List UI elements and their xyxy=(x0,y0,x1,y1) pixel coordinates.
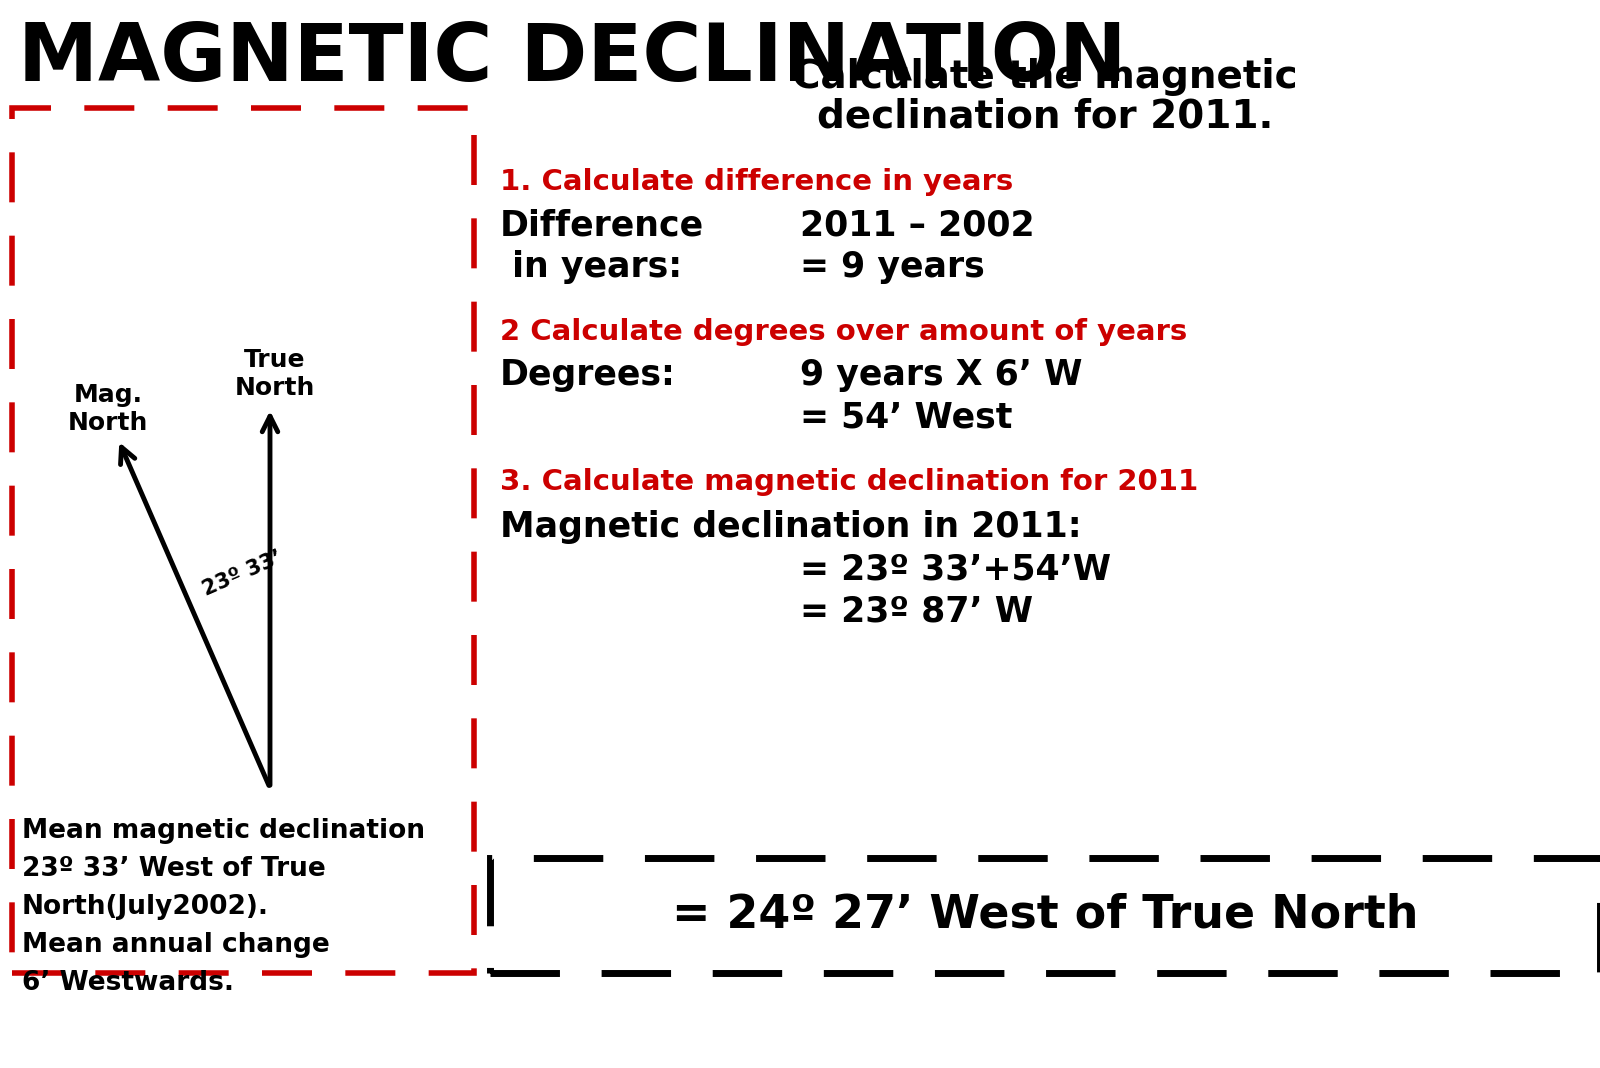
Text: 23º 33’: 23º 33’ xyxy=(200,548,286,600)
Text: 23º 33’ West of True: 23º 33’ West of True xyxy=(22,855,326,882)
Text: in years:: in years: xyxy=(499,250,682,284)
Text: = 23º 33’+54’W: = 23º 33’+54’W xyxy=(800,553,1110,587)
Text: Mean magnetic declination: Mean magnetic declination xyxy=(22,818,426,844)
Text: Magnetic declination in 2011:: Magnetic declination in 2011: xyxy=(499,511,1082,544)
Text: 6’ Westwards.: 6’ Westwards. xyxy=(22,970,234,996)
Text: North(July2002).: North(July2002). xyxy=(22,894,269,920)
Text: Mag.
North: Mag. North xyxy=(67,382,149,435)
Text: = 9 years: = 9 years xyxy=(800,250,984,284)
Text: 3. Calculate magnetic declination for 2011: 3. Calculate magnetic declination for 20… xyxy=(499,468,1198,496)
Text: Difference: Difference xyxy=(499,208,704,242)
Text: MAGNETIC DECLINATION: MAGNETIC DECLINATION xyxy=(18,20,1126,98)
Text: Calculate the magnetic: Calculate the magnetic xyxy=(792,58,1298,96)
Text: declination for 2011.: declination for 2011. xyxy=(818,98,1274,136)
Text: 2 Calculate degrees over amount of years: 2 Calculate degrees over amount of years xyxy=(499,318,1187,346)
Text: = 54’ West: = 54’ West xyxy=(800,400,1013,434)
Text: Degrees:: Degrees: xyxy=(499,358,675,392)
Text: True
North: True North xyxy=(235,348,315,400)
Text: = 23º 87’ W: = 23º 87’ W xyxy=(800,595,1034,629)
Text: = 24º 27’ West of True North: = 24º 27’ West of True North xyxy=(672,893,1418,938)
Text: Mean annual change: Mean annual change xyxy=(22,932,330,958)
Text: 9 years X 6’ W: 9 years X 6’ W xyxy=(800,358,1083,392)
Text: 2011 – 2002: 2011 – 2002 xyxy=(800,208,1035,242)
Text: 1. Calculate difference in years: 1. Calculate difference in years xyxy=(499,168,1013,197)
